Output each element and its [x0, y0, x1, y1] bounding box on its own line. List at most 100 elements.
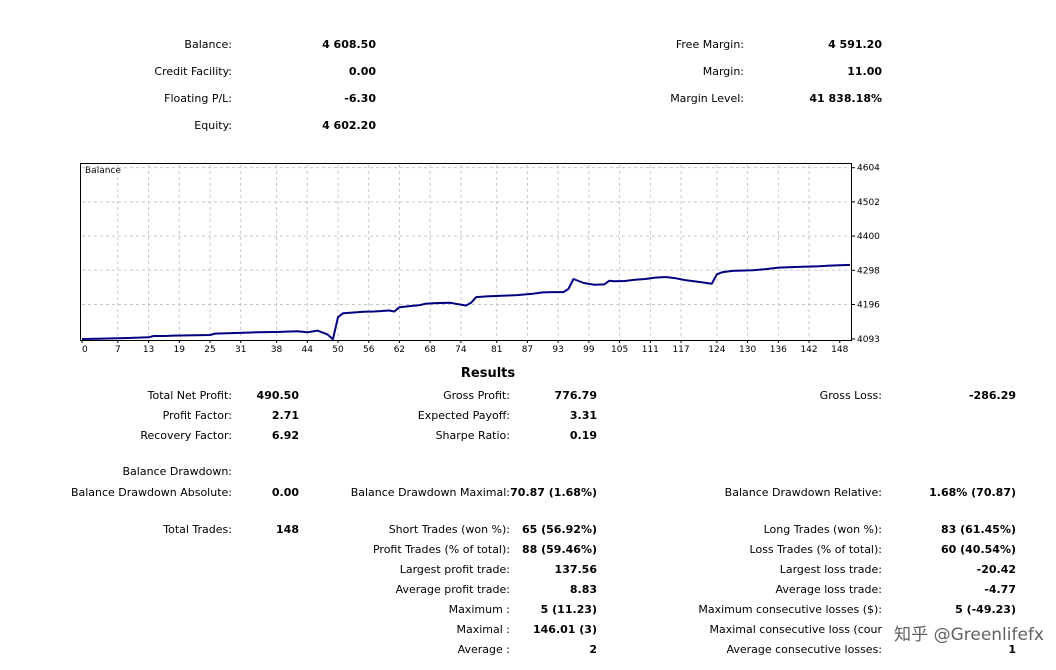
- average-label: Average :: [457, 643, 510, 656]
- expected-payoff-value: 3.31: [569, 409, 597, 422]
- max-consec-losses-value: 5 (-49.23): [955, 603, 1016, 616]
- y-tick-label: 4604: [857, 164, 880, 174]
- equity-label: Equity:: [194, 119, 232, 132]
- gross-profit-label: Gross Profit:: [443, 389, 510, 402]
- largest-profit-value: 137.56: [554, 563, 597, 576]
- gross-profit-value: 776.79: [554, 389, 597, 402]
- floating-pl-value: -6.30: [344, 92, 376, 105]
- watermark: 知乎 @Greenlifefx: [894, 625, 1044, 645]
- largest-loss-value: -20.42: [976, 563, 1016, 576]
- maximal-label: Maximal :: [456, 623, 510, 636]
- margin-label: Margin:: [702, 65, 744, 78]
- bd-maximal-label: Balance Drawdown Maximal:: [350, 486, 510, 499]
- largest-loss-label: Largest loss trade:: [779, 563, 882, 576]
- average-profit-value: 8.83: [569, 583, 597, 596]
- y-tick-label: 4502: [857, 198, 880, 208]
- total-net-profit-label: Total Net Profit:: [147, 389, 232, 402]
- x-tick-label: 93: [552, 345, 563, 355]
- x-tick-label: 117: [672, 345, 689, 355]
- average-value: 2: [589, 643, 597, 656]
- balance-chart: Balance: [80, 163, 852, 341]
- x-tick-label: 44: [302, 345, 314, 355]
- loss-trades-label: Loss Trades (% of total):: [749, 543, 882, 556]
- chart-title: Balance: [85, 166, 121, 176]
- credit-facility-label: Credit Facility:: [154, 65, 232, 78]
- x-tick-label: 81: [491, 345, 502, 355]
- max-consec-losses-label: Maximum consecutive losses ($):: [698, 603, 882, 616]
- maximal-consec-loss-label: Maximal consecutive loss (cour: [709, 623, 882, 636]
- gross-loss-value: -286.29: [968, 389, 1016, 402]
- short-trades-label: Short Trades (won %):: [388, 523, 510, 536]
- x-tick-label: 62: [394, 345, 405, 355]
- short-trades-value: 65 (56.92%): [521, 523, 597, 536]
- y-tick-label: 4298: [857, 266, 880, 276]
- x-tick-label: 124: [708, 345, 725, 355]
- average-loss-value: -4.77: [984, 583, 1016, 596]
- profit-factor-label: Profit Factor:: [162, 409, 232, 422]
- x-tick-label: 50: [332, 345, 344, 355]
- balance-value: 4 608.50: [322, 38, 376, 51]
- results-title: Results: [460, 366, 516, 381]
- loss-trades-value: 60 (40.54%): [940, 543, 1016, 556]
- x-tick-label: 111: [642, 345, 659, 355]
- gross-loss-label: Gross Loss:: [819, 389, 882, 402]
- y-tick-label: 4196: [857, 300, 880, 310]
- x-tick-label: 130: [739, 345, 756, 355]
- total-net-profit-value: 490.50: [256, 389, 299, 402]
- x-tick-label: 13: [143, 345, 154, 355]
- x-tick-label: 74: [455, 345, 467, 355]
- floating-pl-label: Floating P/L:: [164, 92, 232, 105]
- x-tick-label: 105: [611, 345, 628, 355]
- margin-value: 11.00: [847, 65, 882, 78]
- x-tick-label: 148: [831, 345, 848, 355]
- x-tick-label: 38: [271, 345, 283, 355]
- long-trades-value: 83 (61.45%): [940, 523, 1016, 536]
- free-margin-value: 4 591.20: [828, 38, 882, 51]
- balance-series-line: [81, 263, 851, 341]
- free-margin-label: Free Margin:: [675, 38, 744, 51]
- bd-maximal-value: 70.87 (1.68%): [510, 486, 597, 499]
- expected-payoff-label: Expected Payoff:: [417, 409, 510, 422]
- x-tick-label: 25: [204, 345, 215, 355]
- margin-level-label: Margin Level:: [670, 92, 744, 105]
- profit-trades-value: 88 (59.46%): [521, 543, 597, 556]
- x-tick-label: 19: [174, 345, 186, 355]
- profit-trades-label: Profit Trades (% of total):: [372, 543, 510, 556]
- x-tick-label: 31: [235, 345, 246, 355]
- average-loss-label: Average loss trade:: [775, 583, 882, 596]
- margin-level-value: 41 838.18%: [809, 92, 882, 105]
- largest-profit-label: Largest profit trade:: [399, 563, 510, 576]
- x-tick-label: 136: [770, 345, 787, 355]
- credit-facility-value: 0.00: [348, 65, 376, 78]
- profit-factor-value: 2.71: [271, 409, 299, 422]
- bd-relative-value: 1.68% (70.87): [929, 486, 1016, 499]
- total-trades-value: 148: [276, 523, 299, 536]
- total-trades-label: Total Trades:: [163, 523, 232, 536]
- x-tick-label: 7: [115, 345, 121, 355]
- x-tick-label: 56: [363, 345, 375, 355]
- y-tick-label: 4400: [857, 232, 880, 242]
- recovery-factor-label: Recovery Factor:: [140, 429, 232, 442]
- maximum-label: Maximum :: [448, 603, 510, 616]
- x-tick-label: 0: [82, 345, 88, 355]
- balance-drawdown-label: Balance Drawdown:: [122, 465, 232, 478]
- sharpe-ratio-label: Sharpe Ratio:: [435, 429, 510, 442]
- balance-label: Balance:: [184, 38, 232, 51]
- average-consec-losses-value: 1: [1008, 643, 1016, 656]
- recovery-factor-value: 6.92: [271, 429, 299, 442]
- x-tick-label: 68: [424, 345, 436, 355]
- long-trades-label: Long Trades (won %):: [763, 523, 882, 536]
- x-tick-label: 87: [522, 345, 533, 355]
- average-consec-losses-label: Average consecutive losses:: [726, 643, 882, 656]
- x-tick-label: 99: [583, 345, 595, 355]
- bd-absolute-label: Balance Drawdown Absolute:: [70, 486, 232, 499]
- bd-absolute-value: 0.00: [271, 486, 299, 499]
- maximum-value: 5 (11.23): [540, 603, 597, 616]
- sharpe-ratio-value: 0.19: [569, 429, 597, 442]
- bd-relative-label: Balance Drawdown Relative:: [724, 486, 882, 499]
- x-tick-label: 142: [800, 345, 817, 355]
- average-profit-label: Average profit trade:: [395, 583, 510, 596]
- y-tick-label: 4093: [857, 335, 880, 345]
- maximal-value: 146.01 (3): [533, 623, 597, 636]
